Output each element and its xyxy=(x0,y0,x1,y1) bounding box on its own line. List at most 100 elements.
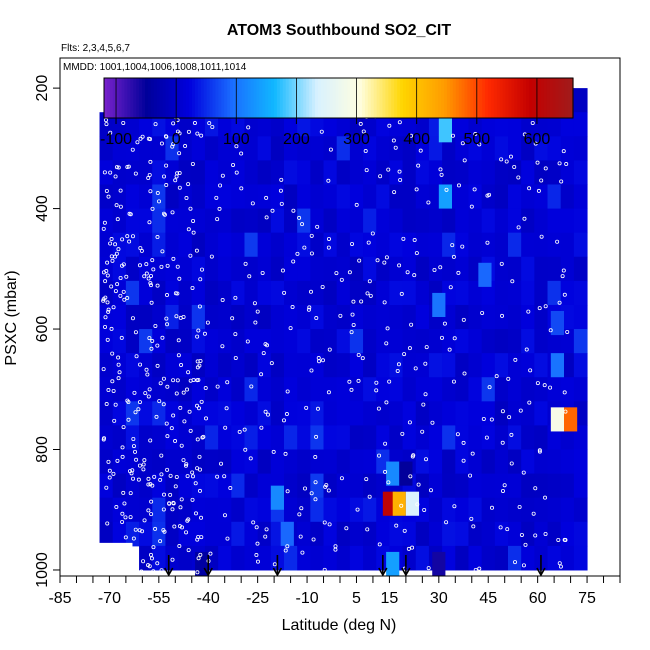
sample-point xyxy=(499,157,504,162)
heatmap-cell xyxy=(125,497,140,523)
sample-point xyxy=(143,391,148,396)
heatmap-cell xyxy=(178,256,193,282)
heatmap-cell xyxy=(468,280,483,306)
sample-point xyxy=(113,254,118,259)
colorbar-segment xyxy=(156,78,161,118)
heatmap-cell xyxy=(573,353,588,378)
heatmap-cell xyxy=(521,545,535,571)
sample-point xyxy=(309,233,314,238)
heatmap-cell xyxy=(349,136,364,161)
sample-point xyxy=(306,307,311,312)
heatmap-cell xyxy=(231,473,245,499)
sample-point xyxy=(239,151,244,156)
heatmap-cell xyxy=(363,401,377,426)
sample-point xyxy=(374,380,379,385)
sample-point xyxy=(209,254,214,259)
heatmap-value-cell xyxy=(550,310,564,336)
sample-point xyxy=(521,563,526,568)
heatmap-cell xyxy=(573,112,588,137)
heatmap-cell xyxy=(257,280,272,306)
heatmap-cell xyxy=(165,208,180,234)
sample-point xyxy=(198,277,203,282)
sample-point xyxy=(247,274,252,279)
colorbar-segment xyxy=(309,78,313,118)
sample-point xyxy=(140,134,145,139)
sample-point xyxy=(161,507,166,512)
sample-point xyxy=(146,563,151,568)
sample-point xyxy=(149,556,154,561)
colorbar-segment xyxy=(496,78,501,118)
sample-point xyxy=(151,545,156,550)
heatmap-cell xyxy=(165,329,180,354)
heatmap-cell xyxy=(323,353,338,378)
heatmap-cell xyxy=(323,256,338,282)
sample-point xyxy=(148,189,153,194)
sample-point xyxy=(194,248,199,253)
sample-point xyxy=(146,508,151,513)
heatmap-cell xyxy=(244,473,259,499)
sample-point xyxy=(385,326,390,331)
sample-point xyxy=(199,515,204,520)
sample-point xyxy=(402,352,407,357)
sample-point xyxy=(175,378,180,383)
sample-point xyxy=(444,187,449,192)
heatmap-cell xyxy=(244,377,259,402)
heatmap-cell xyxy=(389,256,404,282)
sample-point xyxy=(272,562,277,567)
colorbar-segment xyxy=(115,78,120,118)
sample-point xyxy=(558,564,563,569)
colorbar-segment xyxy=(476,78,480,118)
heatmap-cell xyxy=(573,184,588,210)
sample-points xyxy=(101,83,570,575)
colorbar-segment xyxy=(320,78,325,118)
heatmap-cell xyxy=(534,449,549,475)
colorbar-tick-label: 500 xyxy=(463,131,490,148)
colorbar-segment xyxy=(397,78,401,118)
heatmap-cell xyxy=(349,449,364,475)
sample-point xyxy=(360,356,365,361)
sample-point xyxy=(120,511,125,516)
heatmap-cell xyxy=(244,184,259,210)
heatmap-cell xyxy=(178,136,193,161)
heatmap-cell xyxy=(428,136,443,161)
sample-point xyxy=(107,475,112,480)
heatmap-cell xyxy=(270,136,285,161)
colorbar-segment xyxy=(150,78,155,118)
heatmap-cell xyxy=(165,280,180,306)
heatmap-cell xyxy=(494,329,509,354)
colorbar-segment xyxy=(206,78,211,118)
sample-point xyxy=(505,527,510,532)
sample-point xyxy=(150,339,155,344)
heatmap-cell xyxy=(323,473,338,499)
heatmap-cell xyxy=(468,160,483,185)
heatmap-cell xyxy=(402,401,417,426)
sample-point xyxy=(220,298,225,303)
sample-point xyxy=(101,226,106,231)
heatmap-cell xyxy=(560,473,575,499)
heatmap-cell xyxy=(310,401,325,426)
heatmap-cell xyxy=(139,473,153,499)
y-tick-label: 800 xyxy=(34,436,51,463)
heatmap-cell xyxy=(257,256,272,282)
colorbar-segment xyxy=(285,78,290,118)
heatmap-cell xyxy=(99,208,114,234)
heatmap-cell xyxy=(191,232,206,258)
colorbar-segment xyxy=(104,78,108,118)
heatmap-cell xyxy=(402,136,417,161)
heatmap-cell xyxy=(257,449,272,475)
heatmap-cell xyxy=(165,232,180,258)
sample-point xyxy=(284,412,289,417)
heatmap-cell xyxy=(218,136,232,161)
heatmap-cell xyxy=(231,401,245,426)
sample-point xyxy=(104,189,109,194)
sample-point xyxy=(149,499,154,504)
heatmap-cell xyxy=(99,521,114,547)
sample-point xyxy=(188,428,193,433)
sample-point xyxy=(223,425,228,430)
sample-point xyxy=(111,471,116,476)
heatmap-cell xyxy=(402,329,417,354)
sample-point xyxy=(148,137,153,142)
heatmap-cell xyxy=(231,545,245,571)
heatmap-cell xyxy=(257,136,272,161)
sample-point xyxy=(263,342,268,347)
